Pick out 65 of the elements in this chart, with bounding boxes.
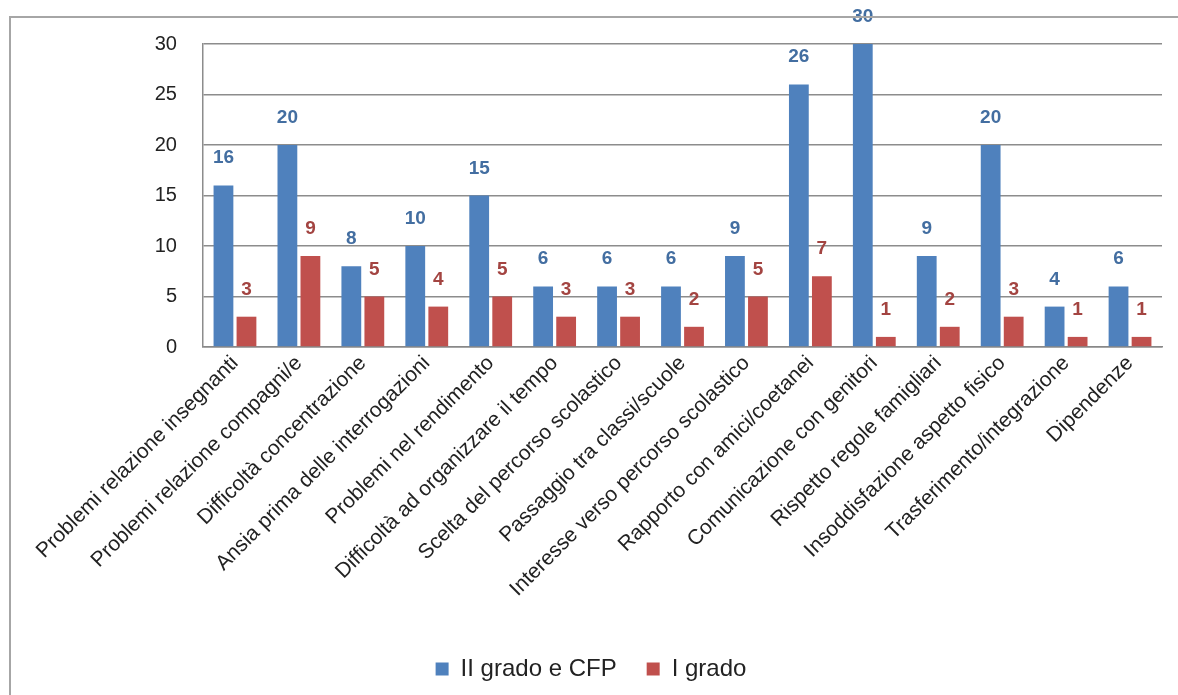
bar	[277, 145, 298, 347]
bar	[236, 316, 257, 347]
legend-label: II grado e CFP	[460, 653, 617, 681]
data-label: 6	[665, 247, 677, 269]
bar	[1067, 336, 1088, 347]
data-label: 4	[1049, 267, 1061, 289]
bar	[852, 44, 873, 347]
y-tick-label: 10	[154, 233, 177, 256]
bar	[939, 326, 960, 347]
bar	[213, 185, 234, 347]
bar	[980, 145, 1001, 347]
y-tick-label: 25	[154, 82, 177, 105]
data-label: 6	[537, 247, 549, 269]
data-label: 1	[1136, 297, 1148, 319]
bar	[725, 256, 745, 347]
bar	[428, 306, 449, 347]
bar	[492, 296, 513, 347]
bar	[620, 316, 640, 347]
legend-label: I grado	[671, 653, 747, 681]
bar	[916, 256, 937, 347]
bar	[405, 246, 426, 347]
data-label: 3	[1008, 277, 1019, 299]
data-label: 9	[921, 217, 933, 239]
bar	[1003, 316, 1024, 347]
bar	[300, 256, 321, 347]
y-tick-label: 30	[154, 31, 177, 54]
y-tick-label: 15	[154, 183, 177, 206]
data-label: 26	[788, 45, 810, 67]
bar	[684, 326, 704, 347]
data-label: 5	[369, 257, 381, 279]
data-label: 3	[624, 277, 636, 299]
y-tick-label: 20	[154, 132, 177, 155]
bar	[748, 296, 768, 347]
data-label: 6	[601, 247, 613, 269]
bar	[1131, 336, 1152, 347]
data-label: 9	[729, 217, 741, 239]
data-label: 6	[1113, 247, 1124, 269]
data-label: 16	[212, 146, 235, 168]
y-tick-label: 0	[165, 334, 177, 357]
bar	[341, 266, 362, 347]
bar	[1108, 286, 1129, 347]
bar	[597, 286, 617, 347]
data-label: 20	[276, 106, 298, 127]
data-label: 5	[496, 257, 508, 279]
data-label: 1	[880, 297, 892, 319]
y-tick-label: 5	[165, 284, 177, 307]
data-label: 9	[305, 217, 316, 239]
data-label: 4	[432, 267, 444, 289]
data-label: 10	[404, 207, 426, 228]
bar	[811, 276, 832, 347]
data-label: 8	[346, 227, 357, 249]
bar	[469, 195, 490, 347]
data-label: 20	[980, 106, 1002, 127]
data-label: 3	[560, 277, 572, 299]
data-label: 1	[1072, 297, 1084, 319]
bar	[533, 286, 554, 347]
bar	[788, 84, 809, 347]
bar	[556, 316, 577, 347]
data-label: 15	[468, 156, 491, 178]
data-label: 3	[241, 277, 252, 299]
bar	[364, 296, 385, 347]
bar	[1044, 306, 1065, 347]
bar	[661, 286, 681, 347]
data-label: 5	[752, 257, 764, 279]
bar	[875, 336, 896, 347]
